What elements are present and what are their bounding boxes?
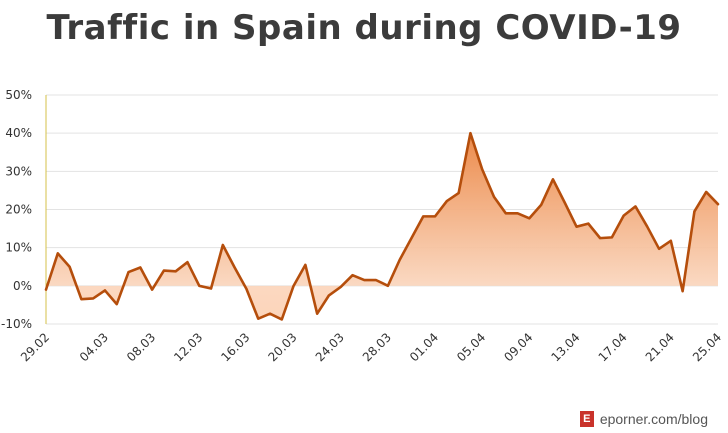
y-tick-label: 50% bbox=[5, 88, 32, 102]
data-point bbox=[657, 247, 661, 251]
x-tick-label: 04.03 bbox=[77, 330, 111, 364]
data-point bbox=[174, 269, 178, 273]
data-point bbox=[575, 225, 579, 229]
x-tick-label: 12.03 bbox=[171, 330, 205, 364]
data-point bbox=[362, 278, 366, 282]
y-tick-label: 10% bbox=[5, 241, 32, 255]
data-point bbox=[386, 284, 390, 288]
y-tick-label: 30% bbox=[5, 164, 32, 178]
data-point bbox=[704, 190, 708, 194]
data-point bbox=[138, 266, 142, 270]
data-point bbox=[563, 201, 567, 205]
x-tick-label: 25.04 bbox=[690, 330, 724, 364]
data-point bbox=[468, 131, 472, 135]
data-point bbox=[44, 288, 48, 292]
data-point bbox=[339, 285, 343, 289]
y-tick-label: 20% bbox=[5, 203, 32, 217]
data-point bbox=[598, 236, 602, 240]
data-point bbox=[244, 287, 248, 291]
x-tick-label: 05.04 bbox=[454, 330, 488, 364]
data-point bbox=[79, 297, 83, 301]
x-tick-label: 09.04 bbox=[501, 330, 535, 364]
y-tick-label: -10% bbox=[1, 317, 32, 331]
x-tick-labels: 29.02 04.03 08.03 12.03 16.03 20.03 24.03 28.03… bbox=[18, 330, 724, 364]
x-tick-label: 29.02 bbox=[18, 330, 52, 364]
y-tick-labels: -10% 0% 10% 20% 30% 40% 50% bbox=[1, 88, 32, 331]
series-line bbox=[44, 131, 720, 321]
x-tick-label: 24.03 bbox=[313, 330, 347, 364]
data-point bbox=[645, 225, 649, 229]
data-point bbox=[56, 251, 60, 255]
data-point bbox=[492, 195, 496, 199]
area-fill-positive bbox=[46, 133, 718, 286]
data-point bbox=[622, 214, 626, 218]
data-point bbox=[233, 266, 237, 270]
data-point bbox=[633, 204, 637, 208]
footer-credit[interactable]: E eporner.com/blog bbox=[579, 411, 708, 427]
data-point bbox=[409, 236, 413, 240]
data-point bbox=[692, 209, 696, 213]
data-point bbox=[374, 278, 378, 282]
data-point bbox=[127, 270, 131, 274]
data-point bbox=[185, 260, 189, 264]
x-tick-label: 20.03 bbox=[266, 330, 300, 364]
data-point bbox=[527, 216, 531, 220]
area-fill bbox=[46, 133, 718, 320]
data-point bbox=[292, 284, 296, 288]
data-point bbox=[197, 284, 201, 288]
data-point bbox=[280, 317, 284, 321]
x-tick-label: 08.03 bbox=[124, 330, 158, 364]
data-point bbox=[433, 214, 437, 218]
data-point bbox=[303, 263, 307, 267]
data-point bbox=[268, 312, 272, 316]
x-tick-label: 17.04 bbox=[596, 330, 630, 364]
data-point bbox=[551, 177, 555, 181]
data-point bbox=[669, 239, 673, 243]
data-point bbox=[256, 317, 260, 321]
data-point bbox=[681, 289, 685, 293]
data-point bbox=[539, 203, 543, 207]
data-point bbox=[351, 273, 355, 277]
data-point bbox=[480, 167, 484, 171]
x-tick-label: 16.03 bbox=[218, 330, 252, 364]
x-tick-label: 28.03 bbox=[360, 330, 394, 364]
series-line-traffic bbox=[44, 131, 720, 321]
data-point bbox=[115, 302, 119, 306]
x-tick-label: 21.04 bbox=[643, 330, 677, 364]
data-point bbox=[716, 202, 720, 206]
data-point bbox=[516, 211, 520, 215]
area-fill-negative bbox=[46, 285, 684, 320]
data-point bbox=[327, 293, 331, 297]
data-point bbox=[209, 287, 213, 291]
x-tick-label: 13.04 bbox=[548, 330, 582, 364]
x-tick-label: 01.04 bbox=[407, 330, 441, 364]
y-tick-label: 0% bbox=[13, 279, 32, 293]
chart-title: Traffic in Spain during COVID-19 bbox=[46, 8, 682, 48]
data-point bbox=[445, 199, 449, 203]
data-point bbox=[421, 214, 425, 218]
data-point bbox=[221, 243, 225, 247]
data-point bbox=[504, 211, 508, 215]
data-point bbox=[91, 296, 95, 300]
grid-lines bbox=[46, 94, 718, 325]
y-tick-label: 40% bbox=[5, 126, 32, 140]
footer-link-text[interactable]: eporner.com/blog bbox=[599, 411, 708, 427]
data-point bbox=[398, 258, 402, 262]
data-point bbox=[103, 288, 107, 292]
data-point bbox=[150, 288, 154, 292]
data-point bbox=[457, 191, 461, 195]
data-point bbox=[610, 235, 614, 239]
eporner-logo-icon: E bbox=[579, 411, 594, 427]
data-point bbox=[162, 269, 166, 273]
data-point bbox=[68, 265, 72, 269]
data-point bbox=[315, 312, 319, 316]
data-point bbox=[586, 222, 590, 226]
